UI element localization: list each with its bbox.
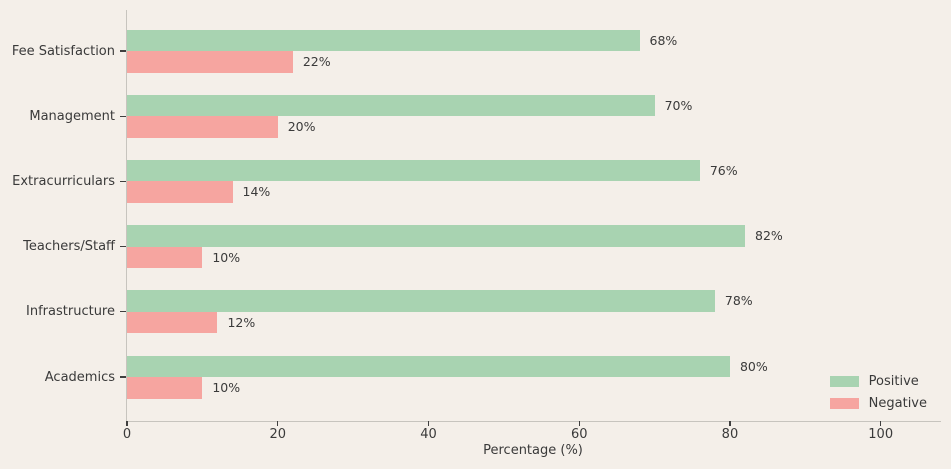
y-tick (120, 50, 126, 52)
legend-row-positive: Positive (829, 374, 927, 389)
legend-swatch-negative (829, 398, 859, 409)
bar-value-label: 10% (212, 249, 241, 265)
bar-negative (127, 246, 203, 269)
bar-value-label: 20% (287, 119, 316, 135)
bar-value-label: 14% (242, 184, 271, 200)
y-tick (120, 115, 126, 117)
bar-positive (127, 159, 700, 182)
bar-value-label: 80% (739, 358, 768, 374)
x-tick (126, 421, 128, 426)
legend: Positive Negative (829, 374, 927, 411)
y-axis-label: Extracurriculars (12, 173, 115, 189)
x-tick-label: 80 (721, 427, 739, 442)
y-axis-label: Teachers/Staff (23, 239, 115, 255)
bar-value-label: 22% (302, 54, 331, 69)
x-tick-label: 20 (269, 427, 286, 442)
y-tick (120, 311, 126, 313)
bar-value-label: 10% (212, 380, 241, 395)
x-tick-label: 60 (570, 427, 588, 442)
x-tick-label: 0 (122, 427, 132, 442)
x-tick-label: 100 (868, 427, 894, 442)
x-tick (277, 421, 279, 426)
y-tick (120, 376, 126, 378)
bar-value-label: 70% (664, 97, 693, 113)
legend-label: Positive (868, 374, 919, 389)
x-axis-title: Percentage (%) (483, 443, 583, 458)
legend-swatch-positive (829, 376, 859, 387)
y-axis-label: Infrastructure (26, 304, 115, 320)
bar-positive (127, 29, 640, 51)
bar-value-label: 68% (649, 32, 678, 48)
bar-negative (127, 116, 278, 138)
bar-value-label: 82% (755, 228, 783, 244)
legend-row-negative: Negative (829, 396, 927, 411)
y-axis-label: Management (29, 108, 115, 124)
bar-positive (127, 225, 746, 247)
bar-negative (127, 377, 203, 399)
y-axis-label: Academics (44, 369, 115, 385)
bar-negative (127, 311, 218, 334)
bar-negative (127, 181, 233, 203)
x-tick (578, 421, 580, 426)
y-tick (120, 180, 126, 183)
plot-area: Fee Satisfaction 68% 22% Management 70% 20% Ex… (12, 10, 941, 442)
x-tick (880, 421, 882, 426)
bar-positive (127, 355, 730, 377)
legend-label: Negative (868, 396, 927, 411)
bar-value-label: 78% (724, 293, 753, 309)
y-axis-label: Fee Satisfaction (11, 43, 115, 59)
x-tick (427, 421, 430, 426)
y-tick (120, 245, 126, 248)
bar-positive (127, 290, 715, 312)
bar-positive (127, 94, 655, 117)
bar-value-label: 12% (227, 314, 256, 330)
x-tick (729, 421, 731, 426)
x-tick-label: 40 (420, 427, 437, 442)
bar-value-label: 76% (709, 162, 738, 178)
bar-negative (127, 51, 293, 73)
